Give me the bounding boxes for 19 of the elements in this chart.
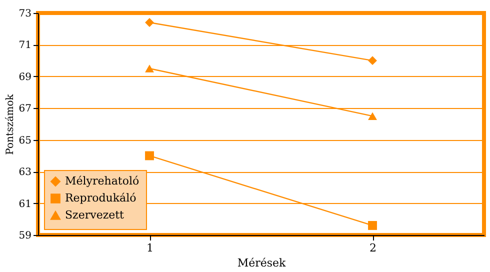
legend-label: Szervezett (65, 208, 125, 222)
legend-label: Reprodukáló (65, 192, 137, 204)
legend-label: Mélyrehatoló (65, 174, 140, 188)
x-tick-label: 1 (146, 242, 154, 254)
x-tick-label: 2 (370, 242, 376, 254)
y-tick-label: 65 (18, 135, 32, 146)
y-tick-label: 59 (18, 230, 32, 242)
y-axis-title: Pontszámok (4, 93, 16, 155)
y-tick-label: 73 (18, 8, 32, 20)
y-tick-label: 69 (18, 72, 32, 83)
y-tick-label: 63 (18, 167, 32, 178)
x-axis-title: Mérések (237, 256, 286, 270)
point (145, 18, 154, 27)
y-tick-label: 61 (18, 198, 32, 210)
y-tick-label: 67 (18, 104, 32, 115)
point (368, 56, 377, 66)
y-tick-label: 71 (18, 40, 32, 52)
point (368, 221, 377, 230)
point (145, 151, 154, 160)
